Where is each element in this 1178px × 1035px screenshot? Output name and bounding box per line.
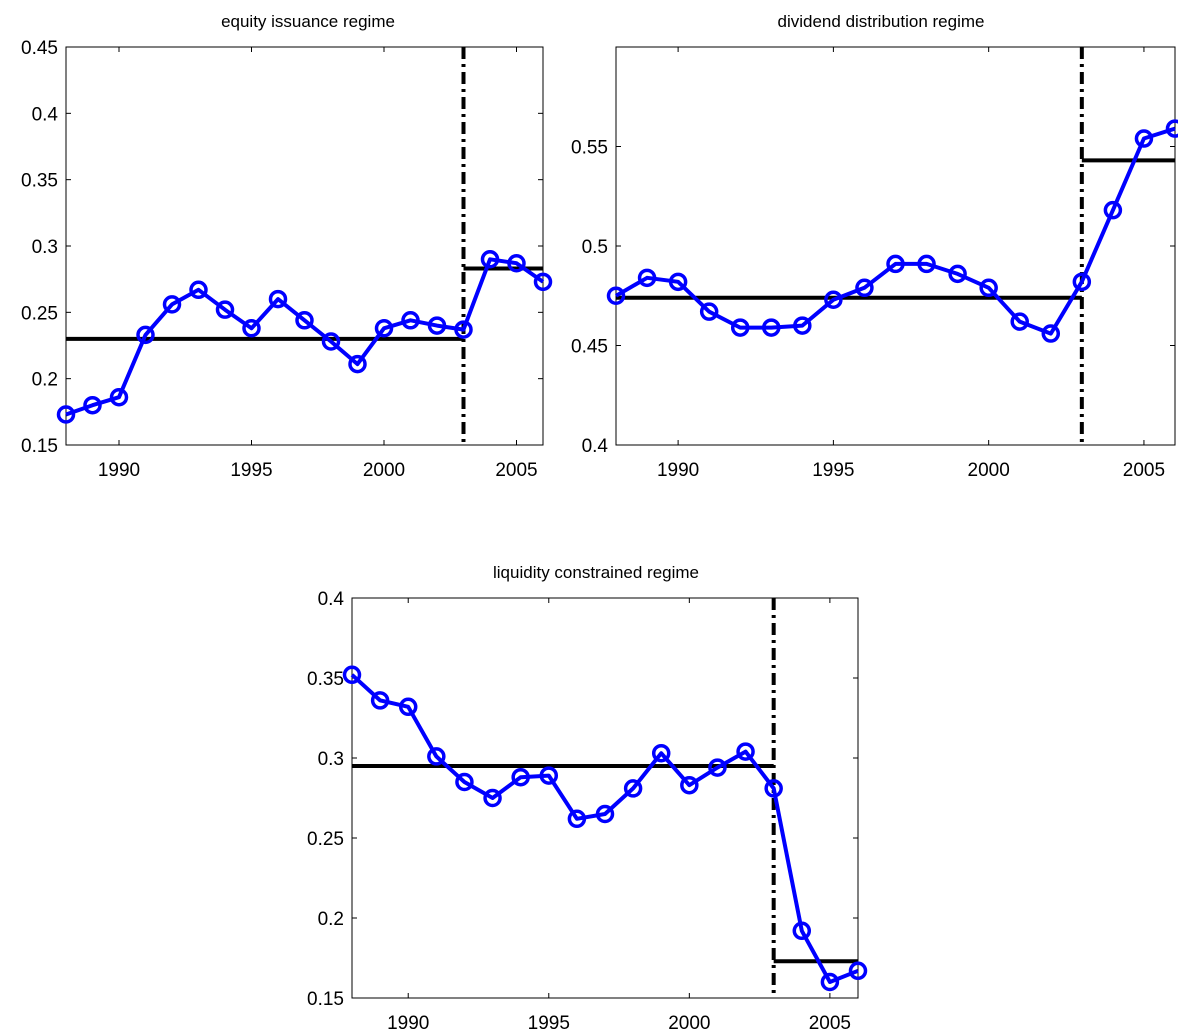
data-point xyxy=(736,742,755,761)
x-tick-label: 1990 xyxy=(657,460,699,481)
data-point xyxy=(917,254,936,274)
data-point xyxy=(56,405,76,424)
data-point xyxy=(855,278,874,298)
data-point xyxy=(348,354,367,374)
x-tick-label: 2000 xyxy=(968,460,1010,481)
data-point xyxy=(427,747,446,766)
data-point xyxy=(820,972,840,992)
x-tick-label: 2005 xyxy=(495,460,537,481)
y-tick-label: 0.35 xyxy=(21,171,58,192)
data-point xyxy=(427,316,447,335)
data-point xyxy=(1134,129,1154,148)
data-point xyxy=(1165,119,1178,138)
x-tick-label: 1995 xyxy=(812,460,854,481)
data-point xyxy=(979,278,998,298)
data-point xyxy=(762,318,781,337)
x-tick-label: 2000 xyxy=(363,460,405,481)
data-point xyxy=(606,286,626,305)
data-point xyxy=(162,295,182,314)
data-point xyxy=(680,775,699,795)
data-point xyxy=(637,268,657,288)
y-tick-label: 0.2 xyxy=(32,370,58,391)
data-point xyxy=(215,300,235,319)
data-point xyxy=(321,332,341,351)
x-tick-label: 1990 xyxy=(387,1013,429,1034)
panel-title: dividend distribution regime xyxy=(778,12,985,31)
x-tick-label: 2000 xyxy=(668,1013,710,1034)
data-point xyxy=(1010,312,1029,331)
data-point xyxy=(455,772,474,792)
data-point xyxy=(668,272,688,292)
plot-area-frame xyxy=(615,46,1176,446)
y-tick-label: 0.2 xyxy=(318,909,344,930)
data-point xyxy=(539,766,559,785)
x-tick-label: 1995 xyxy=(230,460,272,481)
data-point xyxy=(480,250,500,269)
data-point xyxy=(370,691,390,710)
y-tick-label: 0.3 xyxy=(32,237,58,258)
panel-liquidity-constrained: liquidity constrained regime 1990 1995 200… xyxy=(307,563,868,1034)
y-tick-label: 0.45 xyxy=(571,337,608,358)
y-tick-label: 0.55 xyxy=(571,138,608,159)
y-tick-label: 0.25 xyxy=(21,303,58,324)
panel-title: liquidity constrained regime xyxy=(493,563,699,582)
x-tick-label: 2005 xyxy=(809,1013,851,1034)
data-point xyxy=(623,779,643,798)
panel-equity-issuance: equity issuance regime 1990 1995 2000 2005 0… xyxy=(21,12,553,481)
data-point xyxy=(848,961,868,981)
data-point xyxy=(398,697,418,717)
y-tick-label: 0.45 xyxy=(21,38,58,59)
y-tick-label: 0.15 xyxy=(307,989,344,1010)
y-tick-label: 0.5 xyxy=(582,237,608,258)
data-point xyxy=(483,788,502,808)
data-point xyxy=(374,319,394,338)
data-point xyxy=(793,316,812,335)
data-point xyxy=(1072,272,1092,292)
data-point xyxy=(109,387,129,407)
panel-title: equity issuance regime xyxy=(221,12,395,31)
plot-area-frame xyxy=(65,46,544,446)
x-tick-label: 1990 xyxy=(98,460,140,481)
series-line xyxy=(350,673,859,984)
data-point xyxy=(189,280,208,300)
y-tick-label: 0.35 xyxy=(307,669,344,690)
series-line xyxy=(65,257,545,417)
y-tick-label: 0.4 xyxy=(582,436,609,457)
data-point xyxy=(595,804,615,824)
data-point xyxy=(886,254,905,274)
data-point xyxy=(401,311,420,330)
data-point xyxy=(699,302,719,321)
y-tick-label: 0.4 xyxy=(318,589,345,610)
data-point xyxy=(511,767,530,787)
data-point xyxy=(764,779,783,798)
plot-area-frame xyxy=(351,597,859,999)
y-tick-label: 0.15 xyxy=(21,436,58,457)
data-point xyxy=(295,311,314,330)
data-point xyxy=(268,289,288,309)
data-point xyxy=(792,921,812,941)
data-point xyxy=(708,758,727,777)
y-tick-label: 0.25 xyxy=(307,829,344,850)
data-point xyxy=(1103,200,1123,220)
data-point xyxy=(948,264,967,284)
data-point xyxy=(342,665,362,685)
y-tick-label: 0.3 xyxy=(318,749,344,770)
x-tick-label: 2005 xyxy=(1123,460,1165,481)
data-point xyxy=(533,272,553,292)
data-point xyxy=(454,320,473,339)
data-point xyxy=(730,318,750,337)
data-point xyxy=(136,325,155,345)
x-tick-label: 1995 xyxy=(528,1013,570,1034)
data-point xyxy=(824,290,843,309)
data-point xyxy=(83,395,102,415)
data-point xyxy=(651,743,671,763)
data-point xyxy=(1041,324,1061,343)
series-line xyxy=(614,126,1176,336)
panel-dividend-distribution: dividend distribution regime 1990 1995 200… xyxy=(571,12,1178,481)
data-point xyxy=(242,319,261,338)
y-tick-label: 0.4 xyxy=(32,104,59,125)
data-point xyxy=(507,253,526,273)
data-point xyxy=(567,809,587,829)
